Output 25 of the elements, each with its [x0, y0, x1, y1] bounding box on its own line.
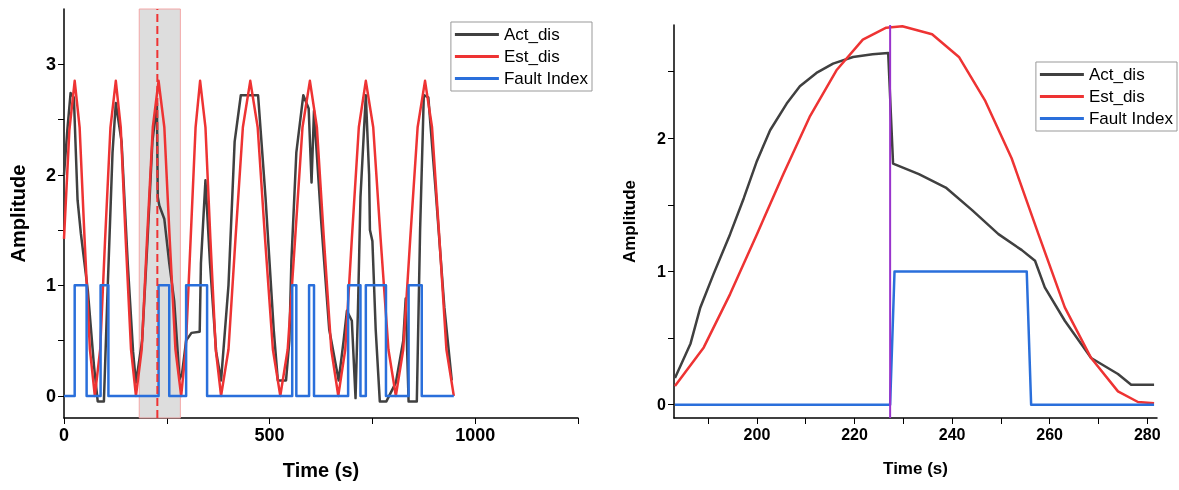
- y-tick-label: 0: [657, 396, 667, 414]
- y-tick-label: 3: [45, 54, 56, 75]
- y-tick-label: 1: [657, 262, 667, 280]
- x-tick-label: 1000: [455, 425, 496, 445]
- x-axis-title: Time (s): [883, 459, 948, 478]
- x-tick-label: 280: [1133, 425, 1161, 443]
- y-tick-label: 2: [657, 129, 667, 147]
- x-tick-label: 260: [1036, 425, 1064, 443]
- x-tick-label: 0: [58, 425, 70, 445]
- y-axis-title: Amplitude: [620, 179, 639, 264]
- legend-label: Est_dis: [1088, 87, 1145, 106]
- x-tick-label: 500: [254, 425, 285, 445]
- legend-label: Est_dis: [503, 47, 560, 66]
- x-tick-label: 240: [938, 425, 966, 443]
- x-tick-label: 220: [841, 425, 868, 443]
- y-tick-label: 0: [45, 385, 56, 406]
- x-axis-title: Time (s): [282, 459, 360, 481]
- y-axis-title: Amplitude: [7, 164, 29, 263]
- y-tick-label: 2: [45, 164, 56, 185]
- x-tick-label: 200: [743, 425, 771, 443]
- legend-label: Act_dis: [503, 25, 560, 44]
- legend-label: Fault Index: [503, 69, 589, 88]
- y-tick-label: 1: [45, 275, 56, 296]
- legend-label: Act_dis: [1088, 65, 1145, 84]
- legend-label: Fault Index: [1088, 109, 1174, 128]
